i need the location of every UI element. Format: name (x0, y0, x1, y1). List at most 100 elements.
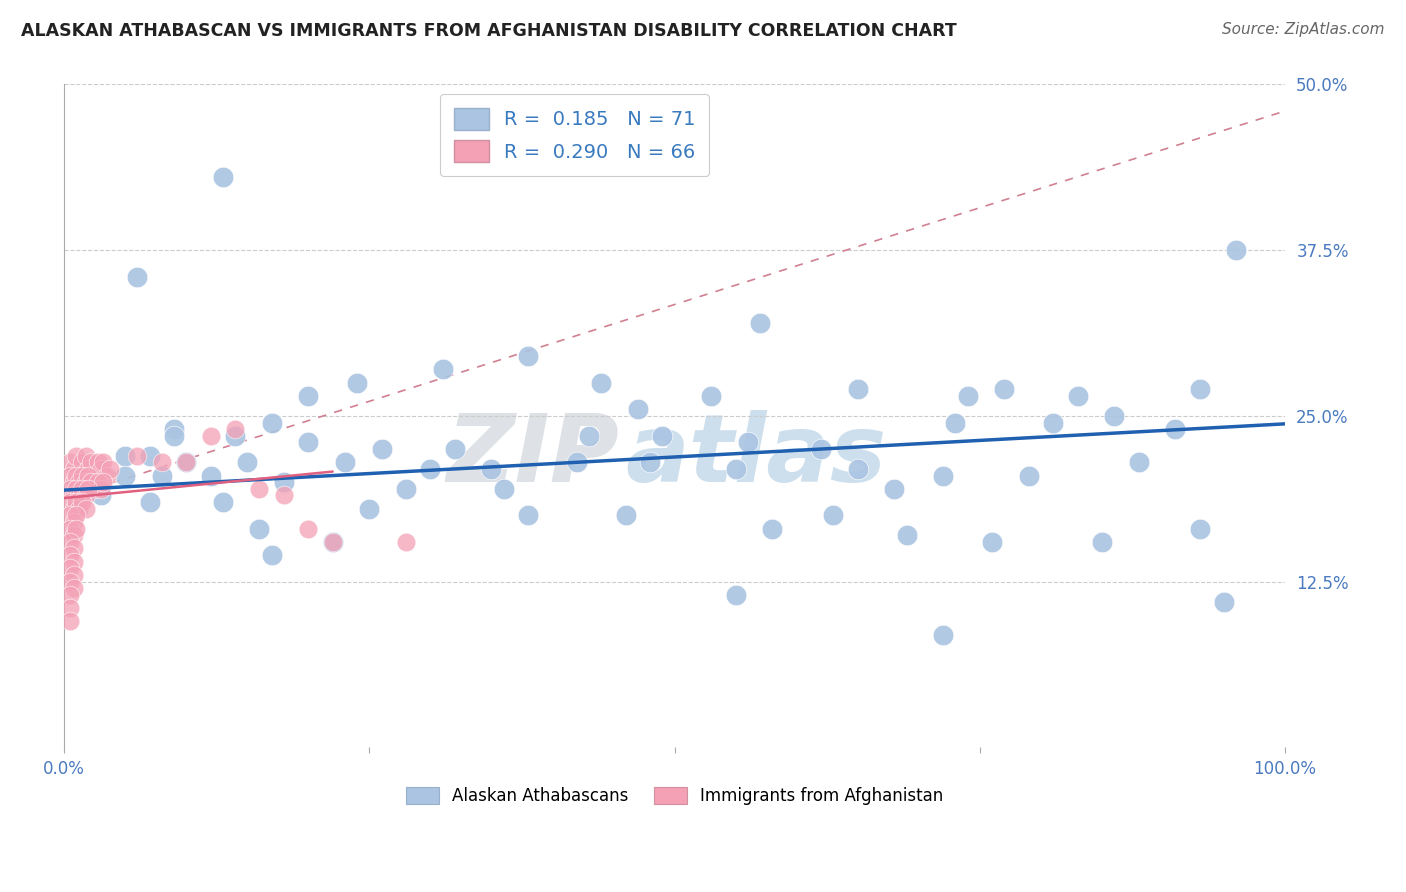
Point (72, 455, 94, 469)
Point (59, 508, 82, 523)
Point (90, 482, 112, 496)
Point (1188, 522, 1211, 536)
Point (77, 468, 100, 483)
Point (1066, 389, 1088, 403)
Point (273, 475, 295, 490)
Point (127, 269, 149, 284)
Point (114, 468, 136, 483)
Point (65, 522, 87, 536)
Point (59, 534, 82, 549)
Point (481, 462, 503, 476)
Point (90, 488, 112, 502)
Point (419, 462, 441, 476)
Point (565, 455, 588, 469)
Point (322, 534, 344, 549)
Point (395, 534, 418, 549)
Point (174, 455, 197, 469)
Point (75, 449, 97, 463)
Text: Source: ZipAtlas.com: Source: ZipAtlas.com (1222, 22, 1385, 37)
Point (1042, 416, 1064, 430)
Point (370, 442, 392, 456)
Point (224, 429, 246, 443)
Point (614, 508, 637, 523)
Point (945, 416, 967, 430)
Point (67, 475, 90, 490)
Point (883, 482, 905, 496)
Point (72, 468, 94, 483)
Point (761, 522, 783, 536)
Point (91, 475, 114, 490)
Point (724, 588, 747, 602)
Point (211, 170, 233, 185)
Point (59, 495, 82, 509)
Point (65, 468, 87, 483)
Point (846, 462, 869, 476)
Point (1188, 383, 1211, 397)
Point (297, 522, 319, 536)
Point (80, 455, 103, 469)
Point (67, 488, 90, 502)
Point (91, 455, 114, 469)
Point (174, 455, 197, 469)
Point (700, 389, 723, 403)
Point (63, 462, 86, 476)
Point (59, 468, 82, 483)
Point (200, 468, 222, 483)
Point (63, 475, 86, 490)
Point (59, 615, 82, 629)
Point (333, 455, 356, 469)
Point (1018, 468, 1040, 483)
Point (87, 455, 110, 469)
Point (749, 316, 772, 330)
Point (72, 495, 94, 509)
Point (993, 383, 1015, 397)
Point (492, 482, 515, 496)
Point (260, 416, 283, 430)
Point (87, 475, 110, 490)
Point (1091, 534, 1114, 549)
Point (59, 482, 82, 496)
Point (846, 383, 869, 397)
Point (150, 468, 173, 483)
Point (163, 422, 186, 436)
Text: ZIP: ZIP (447, 409, 620, 501)
Point (638, 455, 661, 469)
Point (63, 528, 86, 542)
Point (100, 462, 122, 476)
Point (63, 568, 86, 582)
Point (65, 449, 87, 463)
Point (896, 528, 918, 542)
Point (83, 468, 105, 483)
Point (932, 627, 955, 641)
Point (138, 449, 160, 463)
Point (1128, 455, 1150, 469)
Legend: Alaskan Athabascans, Immigrants from Afghanistan: Alaskan Athabascans, Immigrants from Afg… (399, 780, 950, 812)
Point (63, 581, 86, 595)
Point (96, 468, 118, 483)
Point (211, 495, 233, 509)
Point (297, 389, 319, 403)
Point (77, 482, 100, 496)
Point (724, 462, 747, 476)
Point (59, 588, 82, 602)
Point (63, 515, 86, 529)
Point (63, 501, 86, 516)
Point (578, 429, 600, 443)
Point (59, 548, 82, 562)
Point (114, 449, 136, 463)
Point (443, 442, 465, 456)
Point (297, 435, 319, 450)
Text: ALASKAN ATHABASCAN VS IMMIGRANTS FROM AFGHANISTAN DISABILITY CORRELATION CHART: ALASKAN ATHABASCAN VS IMMIGRANTS FROM AF… (21, 22, 957, 40)
Point (981, 534, 1004, 549)
Point (651, 429, 673, 443)
Point (200, 429, 222, 443)
Point (249, 522, 271, 536)
Point (83, 482, 105, 496)
Point (63, 541, 86, 556)
Point (432, 362, 454, 376)
Point (956, 389, 979, 403)
Point (65, 508, 87, 523)
Point (249, 482, 271, 496)
Point (59, 455, 82, 469)
Point (260, 548, 283, 562)
